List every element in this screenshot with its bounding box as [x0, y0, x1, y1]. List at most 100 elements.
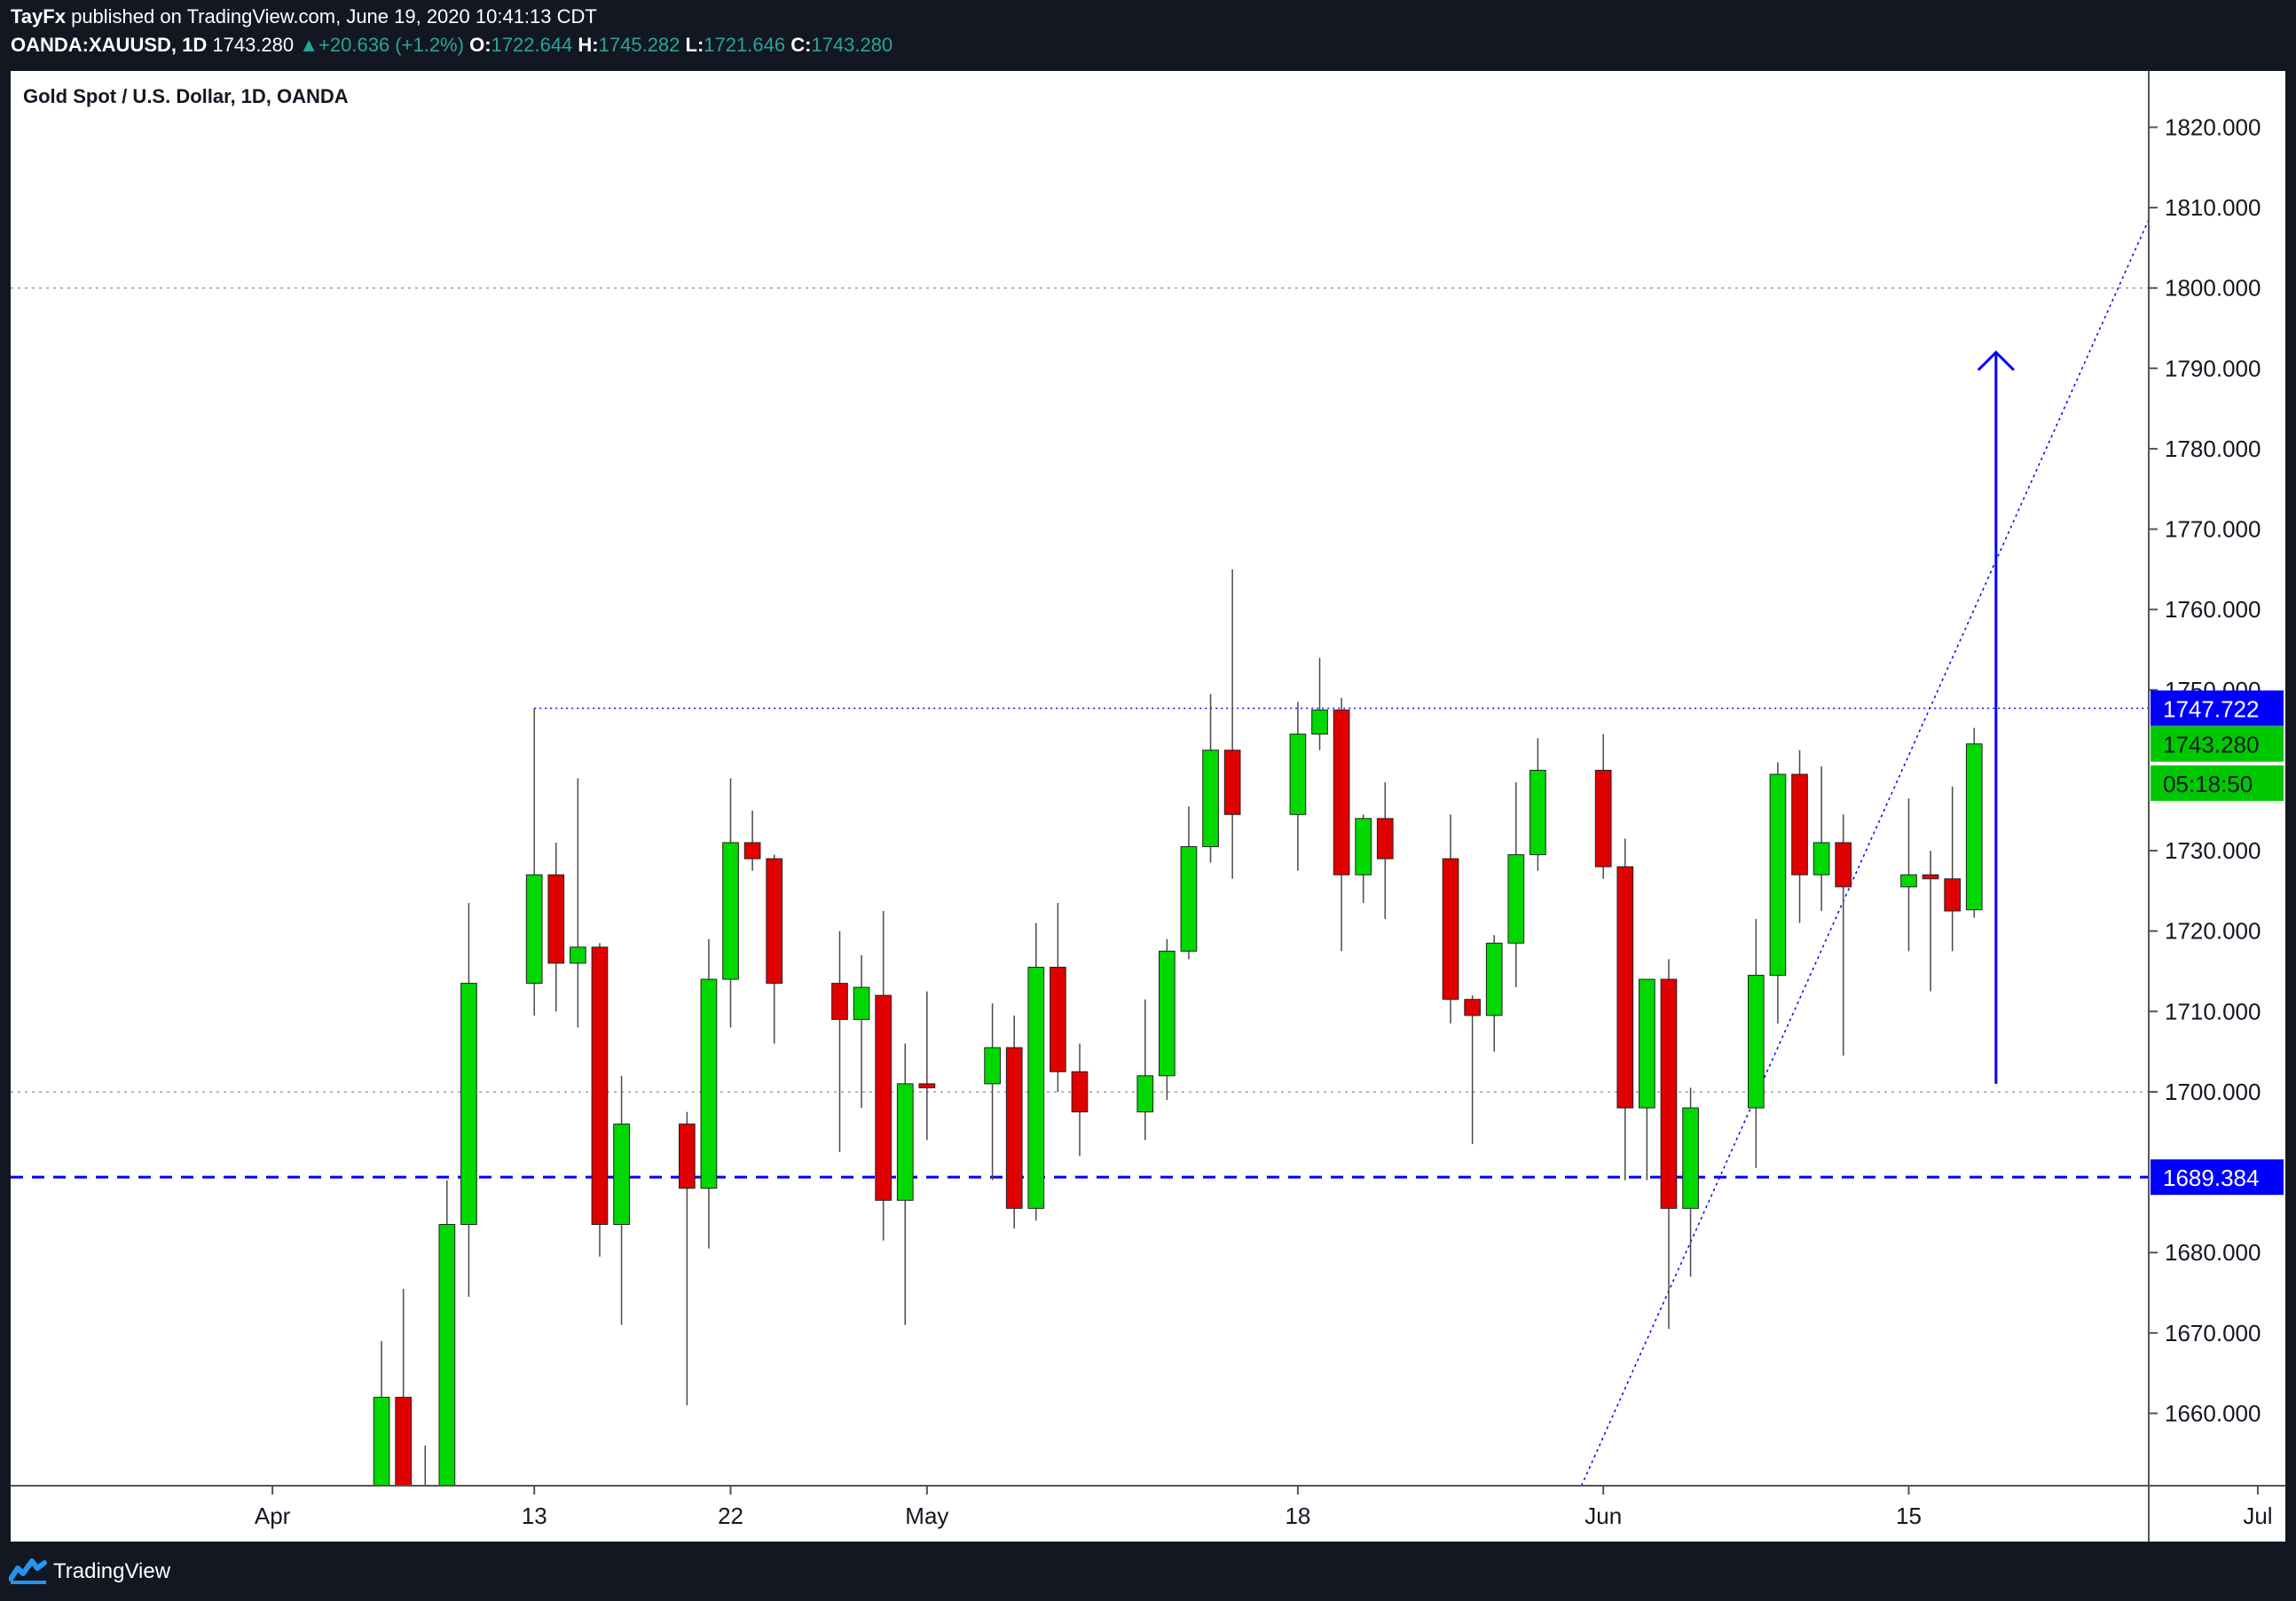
candle-up[interactable]: [1136, 1075, 1154, 1113]
candle-up[interactable]: [1529, 769, 1546, 856]
candle-up[interactable]: [1180, 846, 1198, 952]
symbol-name[interactable]: OANDA:XAUUSD, 1D: [11, 34, 208, 56]
x-tick-label: 22: [718, 1503, 743, 1529]
candle-up[interactable]: [613, 1123, 630, 1225]
published-text: published on TradingView.com, June 19, 2…: [71, 5, 597, 27]
ohlc-high-value: 1745.282: [598, 34, 680, 56]
candle-up[interactable]: [1682, 1107, 1699, 1209]
ohlc-close-label: C:: [790, 34, 812, 56]
y-tick-label: 1790.000: [2165, 355, 2261, 381]
candle-up[interactable]: [1965, 743, 1983, 911]
y-tick-label: 1730.000: [2165, 837, 2261, 864]
candle-down[interactable]: [1791, 773, 1808, 875]
x-tick-label: Apr: [255, 1503, 291, 1529]
candle-up[interactable]: [438, 1223, 456, 1534]
candle-down[interactable]: [1333, 709, 1350, 875]
y-tick-label: 1760.000: [2165, 596, 2261, 623]
candle-down[interactable]: [1660, 978, 1678, 1209]
candle-up[interactable]: [1747, 975, 1765, 1109]
x-tick-label: 13: [522, 1503, 547, 1529]
countdown-label-box: [2151, 765, 2284, 801]
ohlc-low-label: L:: [685, 34, 704, 56]
candle-up[interactable]: [1311, 709, 1328, 735]
candle-up[interactable]: [1485, 942, 1503, 1016]
chart-area[interactable]: Gold Spot / U.S. Dollar, 1D, OANDA 1660.…: [11, 71, 2285, 1542]
last-price-label-box: [2151, 726, 2284, 762]
candle-down[interactable]: [1835, 842, 1852, 888]
y-tick-label: 1820.000: [2165, 114, 2261, 140]
candle-up[interactable]: [700, 978, 718, 1189]
candle-up[interactable]: [984, 1047, 1001, 1085]
x-tick-label: Jul: [2243, 1503, 2272, 1529]
candle-up[interactable]: [1202, 749, 1219, 848]
candle-down[interactable]: [547, 874, 565, 964]
footer-bar: TradingView: [0, 1542, 2296, 1601]
y-tick-label: 1800.000: [2165, 275, 2261, 302]
candle-up[interactable]: [896, 1083, 914, 1201]
candle-up[interactable]: [1507, 854, 1525, 944]
candle-down[interactable]: [1944, 878, 1962, 912]
candle-up[interactable]: [570, 946, 586, 964]
ohlc-low: L:1721.646: [686, 34, 786, 56]
candle-down[interactable]: [918, 1083, 936, 1088]
x-tick-label: 18: [1285, 1503, 1310, 1529]
ohlc-close-value: 1743.280: [811, 34, 893, 56]
candle-down[interactable]: [678, 1123, 696, 1189]
candle-up[interactable]: [1159, 950, 1176, 1077]
candle-down[interactable]: [1223, 749, 1241, 815]
candle-down[interactable]: [1594, 769, 1612, 867]
y-tick-label: 1670.000: [2165, 1320, 2261, 1346]
candle-down[interactable]: [395, 1396, 413, 1526]
ohlc-high-label: H:: [578, 34, 599, 56]
candle-down[interactable]: [1442, 858, 1459, 1001]
candle-down[interactable]: [831, 983, 848, 1020]
candle-up[interactable]: [525, 874, 543, 985]
y-tick-label: 1660.000: [2165, 1400, 2261, 1426]
candle-up[interactable]: [1769, 773, 1787, 977]
candle-up[interactable]: [853, 986, 870, 1020]
y-tick-label: 1780.000: [2165, 436, 2261, 462]
tradingview-logo-icon[interactable]: [9, 1556, 48, 1586]
candle-down[interactable]: [591, 946, 609, 1225]
candle-up[interactable]: [417, 1534, 433, 1542]
chart-header: TayFx published on TradingView.com, June…: [0, 0, 2296, 71]
candle-up[interactable]: [722, 842, 739, 980]
candle-down[interactable]: [1616, 866, 1634, 1109]
author-name[interactable]: TayFx: [11, 5, 66, 27]
price-change: +20.636 (+1.2%): [318, 34, 464, 56]
candle-up[interactable]: [1289, 734, 1307, 815]
candle-up[interactable]: [1900, 874, 1917, 888]
resistance-price-label-box: [2151, 690, 2284, 726]
x-tick-label: 15: [1896, 1503, 1922, 1529]
last-price-label: 1743.280: [2163, 732, 2259, 758]
candle-down[interactable]: [1464, 999, 1482, 1016]
candle-up[interactable]: [1355, 818, 1372, 875]
candle-down[interactable]: [766, 858, 783, 985]
candles-group: [373, 569, 1983, 1542]
chart-canvas[interactable]: Gold Spot / U.S. Dollar, 1D, OANDA 1660.…: [11, 71, 2285, 1542]
trendline: [1580, 219, 2149, 1486]
candle-up[interactable]: [460, 983, 477, 1225]
up-triangle-icon: ▲: [299, 34, 319, 56]
candle-up[interactable]: [1812, 842, 1830, 875]
x-tick-label: Jun: [1584, 1503, 1622, 1529]
candle-down[interactable]: [1071, 1071, 1089, 1113]
candle-down[interactable]: [875, 994, 892, 1201]
ohlc-high: H:1745.282: [578, 34, 680, 56]
candle-down[interactable]: [1922, 874, 1939, 880]
y-tick-label: 1700.000: [2165, 1079, 2261, 1105]
target-arrow-head: [1977, 350, 2015, 372]
candle-down[interactable]: [1050, 966, 1066, 1072]
support-price-label-box: [2151, 1159, 2284, 1196]
candle-down[interactable]: [1376, 818, 1394, 859]
symbol-info: OANDA:XAUUSD, 1D 1743.280 ▲+20.636 (+1.2…: [11, 34, 892, 57]
y-tick-label: 1810.000: [2165, 194, 2261, 221]
candle-down[interactable]: [743, 842, 761, 859]
publish-info: TayFx published on TradingView.com, June…: [11, 5, 597, 28]
ohlc-open-value: 1722.644: [491, 34, 573, 56]
candle-down[interactable]: [1005, 1047, 1023, 1209]
footer-brand[interactable]: TradingView: [53, 1559, 171, 1583]
candle-up[interactable]: [1027, 966, 1045, 1209]
candle-up[interactable]: [1639, 978, 1655, 1109]
candle-up[interactable]: [373, 1396, 390, 1526]
